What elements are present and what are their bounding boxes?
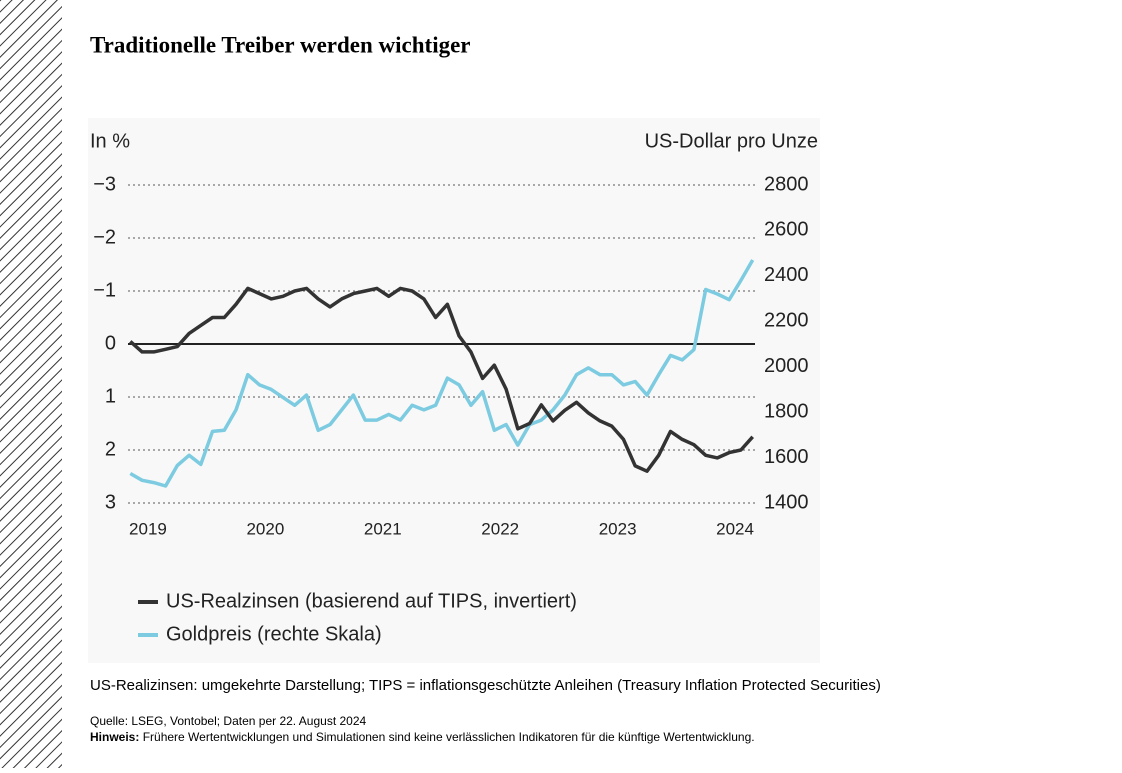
legend-label: US-Realzinsen (basierend auf TIPS, inver… [166,590,577,612]
plot-background [88,118,820,663]
source: Quelle: LSEG, Vontobel; Daten per 22. Au… [90,714,367,728]
y-axis-label: In % [90,130,130,152]
x-tick-label: 2024 [716,519,754,538]
y2-tick-label: 2600 [764,219,809,241]
y2-tick-label: 2800 [764,173,809,195]
series-line [129,286,755,473]
x-tick-label: 2021 [364,519,402,538]
y-tick-label: −2 [93,226,116,248]
chart-title: Traditionelle Treiber werden wichtiger [90,32,471,57]
series-line [129,259,755,488]
hatch-strip [0,0,62,768]
x-tick-label: 2019 [129,519,167,538]
y-tick-label: −1 [93,279,116,301]
x-tick-label: 2020 [246,519,284,538]
y2-tick-label: 2400 [764,264,809,286]
y2-axis-label: US-Dollar pro Unze [645,130,818,152]
hint-text: Frühere Wertentwicklungen und Simulation… [143,730,755,744]
y-tick-label: 1 [105,385,116,407]
y2-tick-label: 1600 [764,446,809,468]
hint-label: Hinweis: [90,730,139,744]
x-tick-label: 2023 [599,519,637,538]
y-tick-label: 0 [105,332,116,354]
y2-tick-label: 1800 [764,400,809,422]
y-tick-label: 2 [105,438,116,460]
hint: Hinweis: Frühere Wertentwicklungen und S… [90,730,755,744]
legend-label: Goldpreis (rechte Skala) [166,623,382,645]
explanation: US-Realizinsen: umgekehrte Darstellung; … [90,677,881,694]
y-tick-label: 3 [105,491,116,513]
y2-tick-label: 1400 [764,491,809,513]
y2-tick-label: 2200 [764,310,809,332]
x-tick-label: 2022 [481,519,519,538]
y-tick-label: −3 [93,173,116,195]
y2-tick-label: 2000 [764,355,809,377]
